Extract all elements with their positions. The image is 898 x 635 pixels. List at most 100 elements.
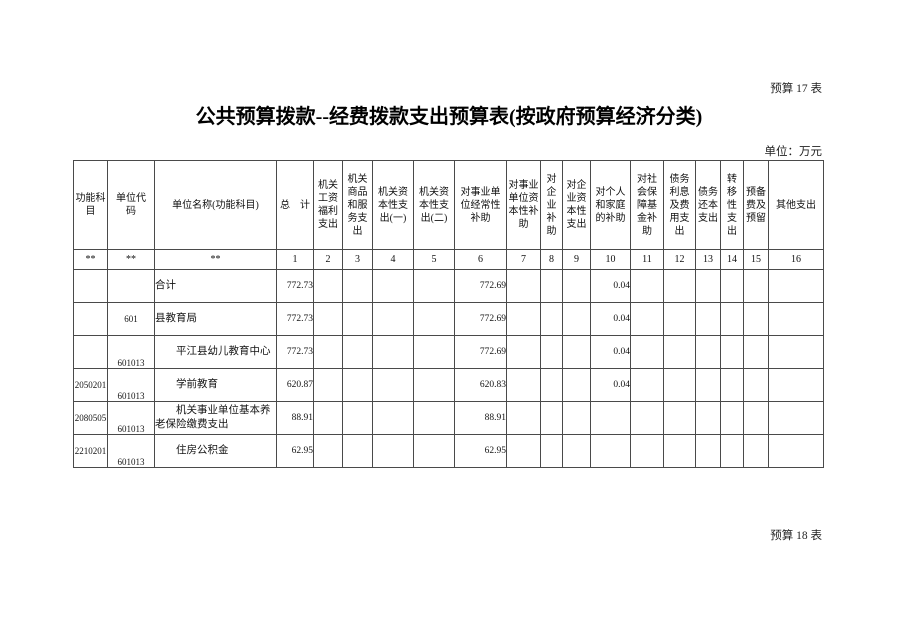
cell-c15 — [743, 368, 769, 402]
cell-c12 — [663, 335, 696, 369]
cell-function-code: 2080505 — [73, 401, 108, 435]
col-index-c4: 4 — [372, 249, 414, 270]
cell-c11 — [630, 434, 664, 468]
col-header-c14: 转 移 性 支 出 — [720, 160, 744, 250]
cell-unit-code: 601013 — [107, 434, 155, 468]
cell-c9 — [562, 401, 591, 435]
cell-c6: 772.69 — [454, 269, 507, 303]
col-header-c2: 机关 工资 福利 支出 — [313, 160, 343, 250]
cell-c14 — [720, 368, 744, 402]
cell-c7 — [506, 269, 541, 303]
cell-unit-code: 601013 — [107, 401, 155, 435]
cell-c3 — [342, 401, 373, 435]
col-index-name: ** — [154, 249, 277, 270]
cell-c2 — [313, 302, 343, 336]
cell-c3 — [342, 269, 373, 303]
table-row: 合计 772.73 772.69 0.04 — [73, 269, 824, 303]
cell-c4 — [372, 269, 414, 303]
table-row: 2080505 601013 机关事业单位基本养老保险缴费支出 88.91 88.91 — [73, 401, 824, 435]
cell-c8 — [540, 368, 563, 402]
cell-c5 — [413, 368, 455, 402]
cell-c16 — [768, 335, 824, 369]
cell-c7 — [506, 434, 541, 468]
cell-c3 — [342, 434, 373, 468]
cell-c3 — [342, 302, 373, 336]
cell-unit-name: 学前教育 — [154, 368, 277, 402]
cell-c4 — [372, 302, 414, 336]
cell-c8 — [540, 269, 563, 303]
cell-c8 — [540, 335, 563, 369]
sheet-number-top: 预算 17 表 — [770, 83, 822, 95]
col-header-c10: 对个人 和家庭 的补助 — [590, 160, 631, 250]
cell-c5 — [413, 434, 455, 468]
cell-c7 — [506, 368, 541, 402]
cell-c15 — [743, 302, 769, 336]
col-index-c12: 12 — [663, 249, 696, 270]
col-header-c6: 对事业单 位经常性 补助 — [454, 160, 507, 250]
cell-c9 — [562, 434, 591, 468]
col-index-c8: 8 — [540, 249, 563, 270]
header-row-labels: 功能科 目单位代 码单位名称(功能科目) 总 计机关 工资 福利 支出 机关 商品 … — [73, 160, 824, 250]
cell-unit-code: 601 — [107, 302, 155, 336]
col-header-c12: 债务 利息 及费 用支 出 — [663, 160, 696, 250]
cell-c2 — [313, 335, 343, 369]
cell-unit-name: 机关事业单位基本养老保险缴费支出 — [154, 401, 277, 435]
cell-c7 — [506, 335, 541, 369]
col-header-c3: 机关 商品 和服 务支 出 — [342, 160, 373, 250]
cell-c4 — [372, 401, 414, 435]
cell-c9 — [562, 368, 591, 402]
col-header-fn: 功能科 目 — [73, 160, 108, 250]
table-header: 功能科 目单位代 码单位名称(功能科目) 总 计机关 工资 福利 支出 机关 商品 … — [73, 160, 824, 270]
col-header-c5: 机关资 本性支 出(二) — [413, 160, 455, 250]
cell-c10 — [590, 434, 631, 468]
cell-function-code — [73, 335, 108, 369]
cell-c4 — [372, 335, 414, 369]
col-index-c2: 2 — [313, 249, 343, 270]
cell-c16 — [768, 401, 824, 435]
col-header-c9: 对企 业资 本性 支出 — [562, 160, 591, 250]
cell-c1: 62.95 — [276, 434, 314, 468]
col-index-fn: ** — [73, 249, 108, 270]
budget-table: 功能科 目单位代 码单位名称(功能科目) 总 计机关 工资 福利 支出 机关 商品 … — [73, 160, 824, 468]
cell-unit-code: 601013 — [107, 335, 155, 369]
cell-c4 — [372, 368, 414, 402]
col-index-c6: 6 — [454, 249, 507, 270]
cell-c1: 772.73 — [276, 335, 314, 369]
cell-c1: 772.73 — [276, 269, 314, 303]
cell-c6: 62.95 — [454, 434, 507, 468]
col-index-c1: 1 — [276, 249, 314, 270]
cell-c1: 88.91 — [276, 401, 314, 435]
cell-unit-code — [107, 269, 155, 303]
cell-c15 — [743, 269, 769, 303]
cell-c10: 0.04 — [590, 335, 631, 369]
cell-c2 — [313, 269, 343, 303]
cell-c6: 772.69 — [454, 302, 507, 336]
cell-function-code — [73, 269, 108, 303]
cell-c12 — [663, 368, 696, 402]
cell-c11 — [630, 368, 664, 402]
table-row: 601013 平江县幼儿教育中心 772.73 772.69 0.04 — [73, 335, 824, 369]
col-header-c16: 其他支出 — [768, 160, 824, 250]
cell-c6: 772.69 — [454, 335, 507, 369]
cell-c14 — [720, 335, 744, 369]
unit-note: 单位：万元 — [764, 146, 823, 158]
cell-c11 — [630, 335, 664, 369]
cell-c12 — [663, 302, 696, 336]
cell-function-code: 2210201 — [73, 434, 108, 468]
cell-function-code — [73, 302, 108, 336]
cell-c13 — [695, 368, 721, 402]
cell-c14 — [720, 401, 744, 435]
page-title: 公共预算拨款--经费拨款支出预算表(按政府预算经济分类) — [195, 106, 703, 128]
cell-c15 — [743, 434, 769, 468]
cell-c1: 620.87 — [276, 368, 314, 402]
cell-c3 — [342, 368, 373, 402]
cell-c6: 88.91 — [454, 401, 507, 435]
cell-c16 — [768, 302, 824, 336]
col-index-c9: 9 — [562, 249, 591, 270]
cell-c10: 0.04 — [590, 368, 631, 402]
cell-c10 — [590, 401, 631, 435]
cell-c2 — [313, 368, 343, 402]
cell-c14 — [720, 434, 744, 468]
col-header-name: 单位名称(功能科目) — [154, 160, 277, 250]
